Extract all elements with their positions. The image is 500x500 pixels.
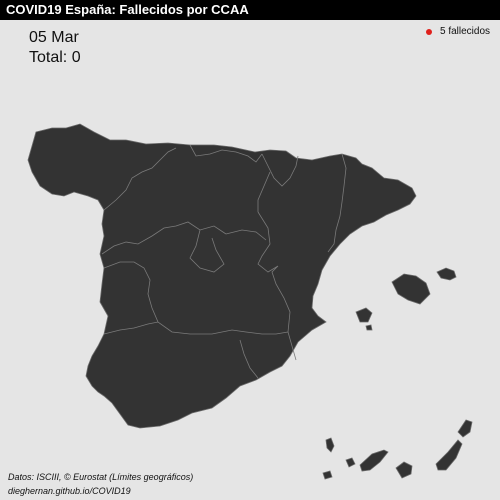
- island-lanzarote: [457, 419, 473, 438]
- island-la-gomera: [345, 457, 356, 468]
- island-la-palma: [325, 437, 335, 453]
- ccaa-borders: [101, 144, 347, 379]
- island-mallorca: [391, 273, 431, 305]
- legend-dot-icon: [426, 28, 432, 35]
- credit: dieghernan.github.io/COVID19: [8, 486, 131, 496]
- legend: 5 fallecidos: [426, 26, 490, 37]
- island-menorca: [436, 267, 457, 281]
- island-tenerife: [359, 449, 389, 472]
- legend-label: 5 fallecidos: [440, 26, 491, 37]
- island-fuerteventura: [435, 439, 463, 471]
- island-formentera: [365, 324, 373, 331]
- map-title: COVID19 España: Fallecidos por CCAA: [0, 0, 500, 20]
- data-source: Datos: ISCIII, © Eurostat (Límites geogr…: [8, 472, 194, 482]
- island-el-hierro: [322, 470, 333, 480]
- total-label: Total: 0: [29, 49, 81, 66]
- island-ibiza: [355, 307, 373, 323]
- island-gran-canaria: [395, 461, 413, 479]
- date-label: 05 Mar: [29, 29, 79, 46]
- mainland-spain: [27, 123, 417, 429]
